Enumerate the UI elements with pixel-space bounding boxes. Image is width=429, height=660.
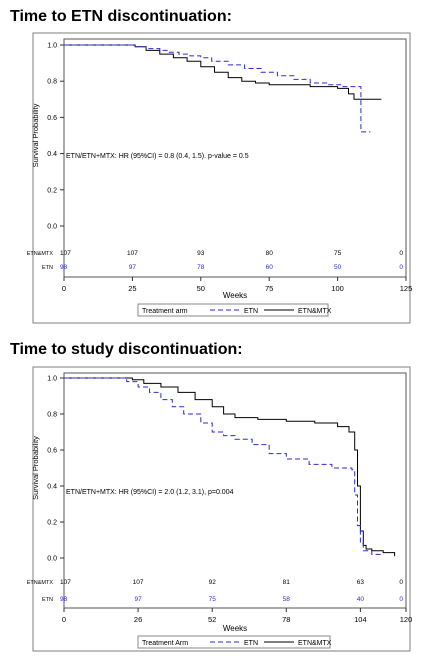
chart-1-at-risk-value-etn: 60 bbox=[266, 264, 274, 271]
chart-2-x-tick-label: 0 bbox=[62, 615, 66, 624]
chart-1-y-tick-label: 1.0 bbox=[47, 43, 57, 50]
chart-2-y-tick-label: 0.2 bbox=[47, 520, 57, 527]
chart-1-y-tick-label: 0.4 bbox=[47, 151, 57, 158]
chart-1-y-axis-label: Survival Probability bbox=[31, 103, 40, 167]
chart-1-x-tick-label: 0 bbox=[62, 284, 66, 293]
chart-2-at-risk-value-etn-mtx: 92 bbox=[209, 579, 217, 586]
chart-2-at-risk-value-etn: 75 bbox=[209, 596, 217, 603]
chart-1-legend-etn-mtx-label: ETN&MTX bbox=[298, 308, 332, 315]
chart-2-legend-etn-label: ETN bbox=[244, 640, 258, 647]
chart-1-x-tick-label: 50 bbox=[197, 284, 205, 293]
chart-1-x-tick-label: 75 bbox=[265, 284, 273, 293]
chart-1-series-etn-line bbox=[64, 44, 371, 133]
chart-2-at-risk-value-etn: 97 bbox=[134, 596, 142, 603]
chart-1-x-tick-label: 100 bbox=[331, 284, 344, 293]
chart-1-legend-box bbox=[137, 303, 329, 317]
chart-2-plot-area bbox=[63, 372, 407, 609]
chart-1-at-risk-value-etn: 50 bbox=[334, 264, 342, 271]
chart-2-at-risk-value-etn-mtx: 0 bbox=[399, 579, 403, 586]
chart-1-legend-etn-label: ETN bbox=[244, 308, 258, 315]
chart-2-legend-title: Treatment Arm bbox=[142, 640, 188, 647]
chart-2-x-tick-label: 26 bbox=[134, 615, 142, 624]
chart-1-figure: 0.0 0.2 0.4 0.6 0.8 1.0 Survival Probability 0 2… bbox=[0, 31, 429, 331]
chart-2-at-risk-value-etn-mtx: 81 bbox=[283, 579, 291, 586]
chart-2-y-tick-label: 1.0 bbox=[47, 376, 57, 383]
chart-1-y-tick-label: 0.8 bbox=[47, 79, 57, 86]
chart-2-y-tick-label: 0.0 bbox=[47, 556, 57, 563]
chart-2-series-etn-line bbox=[64, 377, 384, 555]
chart-2-at-risk-value-etn: 0 bbox=[399, 596, 403, 603]
chart-2-at-risk-value-etn: 40 bbox=[357, 596, 365, 603]
chart-1-frame bbox=[32, 32, 411, 324]
chart-1-y-tick-label: 0.6 bbox=[47, 115, 57, 122]
chart-1-series-etn-mtx-line bbox=[64, 44, 382, 100]
chart-1-svg: 0.0 0.2 0.4 0.6 0.8 1.0 Survival Probability 0 2… bbox=[27, 32, 413, 324]
chart-2-frame bbox=[32, 366, 411, 652]
chart-1-at-risk-value-etn-mtx: 75 bbox=[334, 250, 342, 257]
chart-2-svg: 0.0 0.2 0.4 0.6 0.8 1.0 Survival Probability 0 2… bbox=[27, 366, 413, 652]
chart-1-at-risk-value-etn: 98 bbox=[60, 264, 68, 271]
chart-2-at-risk-value-etn-mtx: 107 bbox=[133, 579, 144, 586]
chart-1-x-tick-label: 125 bbox=[400, 284, 413, 293]
chart-2-figure: 0.0 0.2 0.4 0.6 0.8 1.0 Survival Probability 0 2… bbox=[0, 365, 429, 660]
chart-2-series-etn-mtx-line bbox=[64, 377, 396, 557]
chart-2-y-tick-label: 0.4 bbox=[47, 484, 57, 491]
chart-1-at-risk-label-etn-mtx: ETN&MTX bbox=[27, 251, 54, 257]
chart-2-annotation: ETN/ETN+MTX: HR (95%CI) = 2.0 (1.2, 3.1)… bbox=[66, 489, 234, 496]
chart-1-at-risk-value-etn-mtx: 80 bbox=[266, 250, 274, 257]
chart-2-at-risk-label-etn: ETN bbox=[42, 597, 53, 603]
chart-2-at-risk-value-etn-mtx: 107 bbox=[60, 579, 71, 586]
chart-1-y-tick-label: 0.2 bbox=[47, 187, 57, 194]
chart-2-y-axis-label: Survival Probability bbox=[31, 436, 40, 500]
chart-2-legend-box bbox=[137, 635, 331, 649]
chart-1-at-risk-value-etn-mtx: 107 bbox=[127, 250, 138, 257]
chart-1-annotation: ETN/ETN+MTX: HR (95%CI) = 0.8 (0.4, 1.5)… bbox=[66, 153, 249, 160]
chart-2-at-risk-label-etn-mtx: ETN&MTX bbox=[27, 580, 54, 586]
chart-2-legend-etn-mtx-label: ETN&MTX bbox=[298, 640, 332, 647]
chart-2-x-tick-label: 52 bbox=[208, 615, 216, 624]
chart-2-at-risk-value-etn-mtx: 63 bbox=[357, 579, 365, 586]
chart-2-y-tick-label: 0.6 bbox=[47, 448, 57, 455]
chart-1-y-tick-label: 0.0 bbox=[47, 224, 57, 231]
chart-2-title: Time to study discontinuation: bbox=[10, 341, 243, 358]
chart-1-at-risk-value-etn: 0 bbox=[399, 264, 403, 271]
chart-2-x-axis-label: Weeks bbox=[223, 624, 247, 633]
chart-1-title: Time to ETN discontinuation: bbox=[10, 8, 232, 25]
chart-1-at-risk-label-etn: ETN bbox=[42, 265, 53, 271]
chart-2-at-risk-value-etn: 98 bbox=[60, 596, 68, 603]
chart-1-x-axis-label: Weeks bbox=[223, 291, 247, 300]
chart-2-at-risk-value-etn: 58 bbox=[283, 596, 291, 603]
chart-2-y-tick-label: 0.8 bbox=[47, 412, 57, 419]
chart-1-at-risk-value-etn-mtx: 93 bbox=[197, 250, 205, 257]
chart-1-at-risk-value-etn-mtx: 107 bbox=[60, 250, 71, 257]
chart-2-x-tick-label: 104 bbox=[354, 615, 367, 624]
chart-2-x-tick-label: 120 bbox=[400, 615, 413, 624]
chart-1-at-risk-value-etn: 78 bbox=[197, 264, 205, 271]
chart-2-x-tick-label: 78 bbox=[282, 615, 290, 624]
chart-1-legend-title: Treatment arm bbox=[142, 308, 188, 315]
chart-1-x-tick-label: 25 bbox=[128, 284, 136, 293]
chart-1-at-risk-value-etn-mtx: 0 bbox=[399, 250, 403, 257]
chart-1-at-risk-value-etn: 97 bbox=[129, 264, 137, 271]
chart-1-plot-area bbox=[63, 38, 407, 278]
